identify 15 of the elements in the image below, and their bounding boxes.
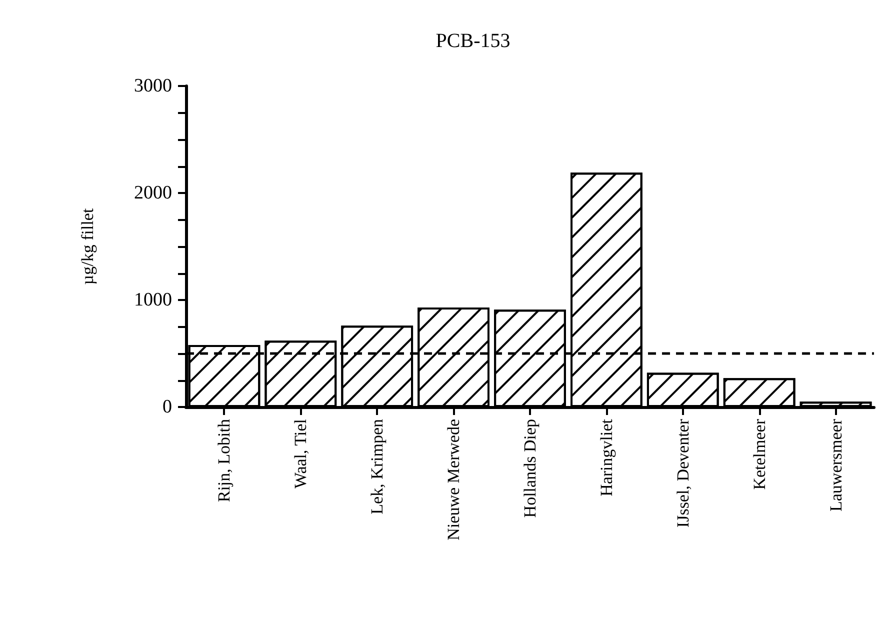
x-tick-label: Lek, Krimpen (368, 418, 387, 514)
y-tick-label: 2000 (134, 182, 172, 204)
y-tick-label: 0 (162, 396, 172, 418)
x-tick-label: Lauwersmeer (826, 418, 846, 512)
x-tick-label: Waal, Tiel (291, 418, 310, 488)
x-tick-label: Hollands Diep (520, 419, 540, 518)
y-tick-label: 3000 (134, 76, 172, 96)
x-tick-label: Haringvliet (596, 418, 616, 496)
x-tick-label: Nieuwe Merwede (444, 419, 464, 540)
chart-title: PCB-153 (436, 30, 510, 52)
x-tick-label: Rijn, Lobith (214, 418, 234, 502)
y-axis-title: µg/kg fillet (78, 208, 97, 285)
x-tick-label: IJssel, Deventer (673, 418, 692, 528)
y-tick-label: 1000 (134, 290, 172, 310)
x-tick-label: Ketelmeer (750, 418, 769, 490)
